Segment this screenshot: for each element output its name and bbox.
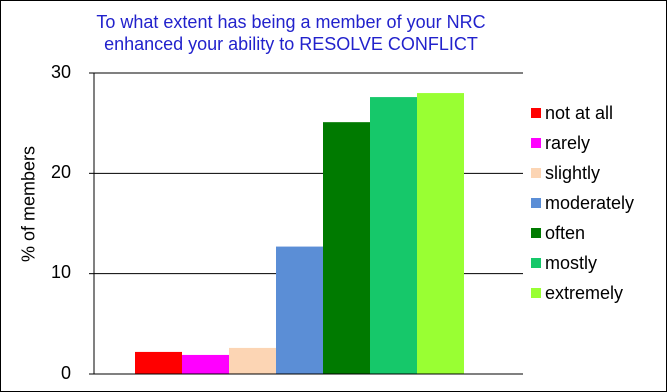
chart-title: To what extent has being a member of you… — [21, 11, 561, 55]
legend-item-often: often — [531, 221, 585, 245]
legend-swatch — [531, 138, 541, 148]
y-tick-label-0: 0 — [60, 363, 71, 383]
legend-swatch — [531, 198, 541, 208]
chart-title-line-1: To what extent has being a member of you… — [96, 12, 486, 32]
legend-item-rarely: rarely — [531, 131, 590, 155]
y-tick-label-10: 10 — [50, 262, 71, 282]
legend-label: not at all — [545, 102, 614, 123]
legend-item-extremely: extremely — [531, 281, 623, 305]
bar-slightly — [229, 347, 276, 374]
bar-extremely — [417, 93, 464, 375]
legend-swatch — [531, 108, 541, 118]
legend-item-not-at-all: not at all — [531, 101, 613, 125]
bar-mostly — [370, 97, 417, 374]
legend-item-mostly: mostly — [531, 251, 597, 275]
legend-label: extremely — [545, 282, 624, 303]
legend-item-moderately: moderately — [531, 191, 634, 215]
legend-swatch — [531, 288, 541, 298]
legend-label: moderately — [545, 192, 635, 213]
legend-label: slightly — [545, 162, 601, 183]
y-tick-label-20: 20 — [50, 162, 71, 182]
legend-item-slightly: slightly — [531, 161, 600, 185]
legend-swatch — [531, 258, 541, 268]
bar-moderately — [276, 246, 323, 374]
legend-label: rarely — [545, 132, 591, 153]
bar-rarely — [182, 354, 229, 374]
bar-often — [323, 122, 370, 374]
bar-not-at-all — [135, 351, 182, 374]
legend-label: often — [545, 222, 586, 243]
chart-title-line-2: enhanced your ability to RESOLVE CONFLIC… — [104, 34, 478, 54]
legend-swatch — [531, 228, 541, 238]
y-tick-label-30: 30 — [50, 62, 71, 82]
legend-label: mostly — [545, 252, 598, 273]
legend-swatch — [531, 168, 541, 178]
